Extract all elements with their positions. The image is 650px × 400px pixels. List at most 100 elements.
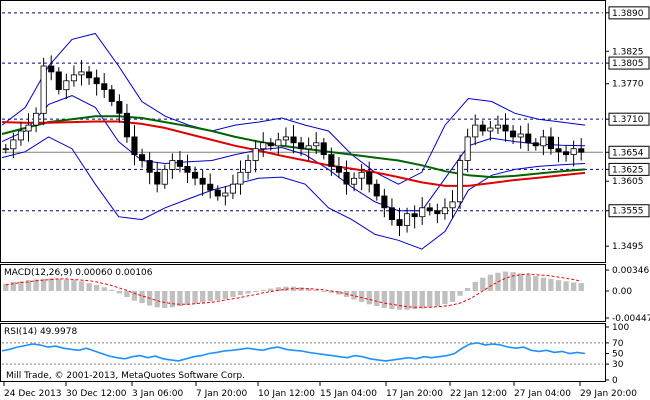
candle-body-3 xyxy=(25,124,32,132)
candle-body-23 xyxy=(176,160,184,167)
candle-body-18 xyxy=(138,154,146,161)
macd-bar-26 xyxy=(200,291,206,303)
price-tick-label-5: 1.3654 xyxy=(612,148,644,158)
x-tick-label-5: 15 Jan 04:00 xyxy=(320,389,377,399)
macd-bar-75 xyxy=(571,282,577,291)
candle-body-57 xyxy=(434,210,441,215)
candle-body-1 xyxy=(10,139,17,150)
candle-body-31 xyxy=(237,171,244,185)
macd-bar-48 xyxy=(366,291,372,305)
price-tick-label-6: 1.3625 xyxy=(612,165,644,175)
candle-body-54 xyxy=(411,213,418,218)
macd-bar-58 xyxy=(442,291,448,305)
macd-bar-12 xyxy=(94,284,100,291)
candle-body-58 xyxy=(441,207,448,215)
rsi-tick-label-4: 0 xyxy=(612,376,618,386)
candle-body-64 xyxy=(487,127,494,132)
macd-bar-9 xyxy=(71,280,77,291)
rsi-tick-label-3: 30 xyxy=(612,360,624,370)
macd-bar-28 xyxy=(215,291,221,301)
candle-body-39 xyxy=(297,142,305,150)
macd-bar-29 xyxy=(222,291,228,299)
candle-body-66 xyxy=(502,124,509,132)
candle-body-52 xyxy=(396,219,403,226)
macd-bar-18 xyxy=(139,291,145,304)
macd-bar-51 xyxy=(389,291,395,310)
macd-bar-10 xyxy=(78,281,85,291)
macd-label-bg xyxy=(2,266,152,277)
macd-bar-44 xyxy=(336,291,342,295)
macd-bar-62 xyxy=(472,281,478,291)
candle-body-41 xyxy=(313,142,320,147)
candle-body-25 xyxy=(191,171,199,179)
candle-body-10 xyxy=(78,71,85,76)
macd-bar-47 xyxy=(359,291,365,302)
macd-bar-61 xyxy=(465,288,471,291)
macd-bar-35 xyxy=(268,288,274,291)
copyright-text: Mill Trade, © 2001-2013, MetaQuotes Soft… xyxy=(6,371,245,381)
macd-bar-50 xyxy=(381,291,387,308)
macd-bar-72 xyxy=(548,278,554,291)
macd-bar-74 xyxy=(563,281,569,291)
x-tick-label-3: 7 Jan 20:00 xyxy=(196,389,248,399)
macd-tick-label-2: -0.00447 xyxy=(612,314,650,324)
candle-body-8 xyxy=(63,80,70,91)
macd-bar-42 xyxy=(321,291,327,292)
macd-bar-25 xyxy=(192,291,198,304)
candle-body-69 xyxy=(525,133,532,144)
macd-bar-43 xyxy=(328,291,334,293)
candle-body-65 xyxy=(494,124,501,129)
macd-bar-8 xyxy=(63,279,69,291)
rsi-line xyxy=(1,342,586,362)
macd-bar-57 xyxy=(434,291,440,307)
candle-body-5 xyxy=(40,65,47,114)
candle-body-42 xyxy=(320,142,327,156)
macd-bar-21 xyxy=(162,291,168,308)
macd-bar-66 xyxy=(502,271,509,291)
macd-bar-64 xyxy=(487,274,493,291)
macd-bar-76 xyxy=(578,283,584,291)
macd-bar-22 xyxy=(169,291,175,308)
macd-signal-line xyxy=(5,273,582,308)
candle-body-26 xyxy=(199,177,206,185)
macd-bar-53 xyxy=(404,291,410,310)
candle-body-34 xyxy=(260,142,267,150)
macd-bar-52 xyxy=(396,291,403,310)
candle-body-16 xyxy=(123,112,131,138)
macd-bar-56 xyxy=(427,291,433,308)
price-tick-label-8: 1.3555 xyxy=(612,207,644,217)
candle-body-24 xyxy=(184,165,191,173)
candle-body-37 xyxy=(282,136,289,141)
macd-bar-33 xyxy=(253,291,259,292)
macd-bar-67 xyxy=(510,272,516,291)
macd-bar-59 xyxy=(449,291,456,302)
candle-body-46 xyxy=(350,177,358,185)
macd-bar-71 xyxy=(540,277,546,291)
macd-bar-4 xyxy=(33,279,39,291)
macd-bar-55 xyxy=(419,291,425,309)
price-tick-label-7: 1.3605 xyxy=(612,177,644,187)
candle-body-29 xyxy=(222,192,229,197)
candle-body-4 xyxy=(33,112,40,126)
rsi-tick-label-2: 50 xyxy=(612,350,624,360)
price-tick-label-9: 1.3495 xyxy=(612,242,644,252)
candle-body-45 xyxy=(343,171,350,185)
price-tick-label-3: 1.3770 xyxy=(612,80,644,90)
candle-body-38 xyxy=(290,136,297,144)
candle-body-22 xyxy=(169,160,176,170)
candle-body-50 xyxy=(381,195,388,209)
candle-body-30 xyxy=(229,183,237,194)
macd-bar-20 xyxy=(154,291,160,308)
macd-bar-63 xyxy=(480,277,486,291)
macd-bar-34 xyxy=(260,289,266,291)
candle-body-7 xyxy=(55,71,62,91)
candle-body-61 xyxy=(464,136,471,161)
candle-body-74 xyxy=(563,151,570,156)
x-tick-label-0: 24 Dec 2013 xyxy=(4,389,62,399)
candle-body-63 xyxy=(479,124,486,132)
macd-bar-54 xyxy=(412,291,418,310)
price-tick-label-1: 1.3825 xyxy=(612,47,644,57)
macd-bar-41 xyxy=(313,289,319,291)
